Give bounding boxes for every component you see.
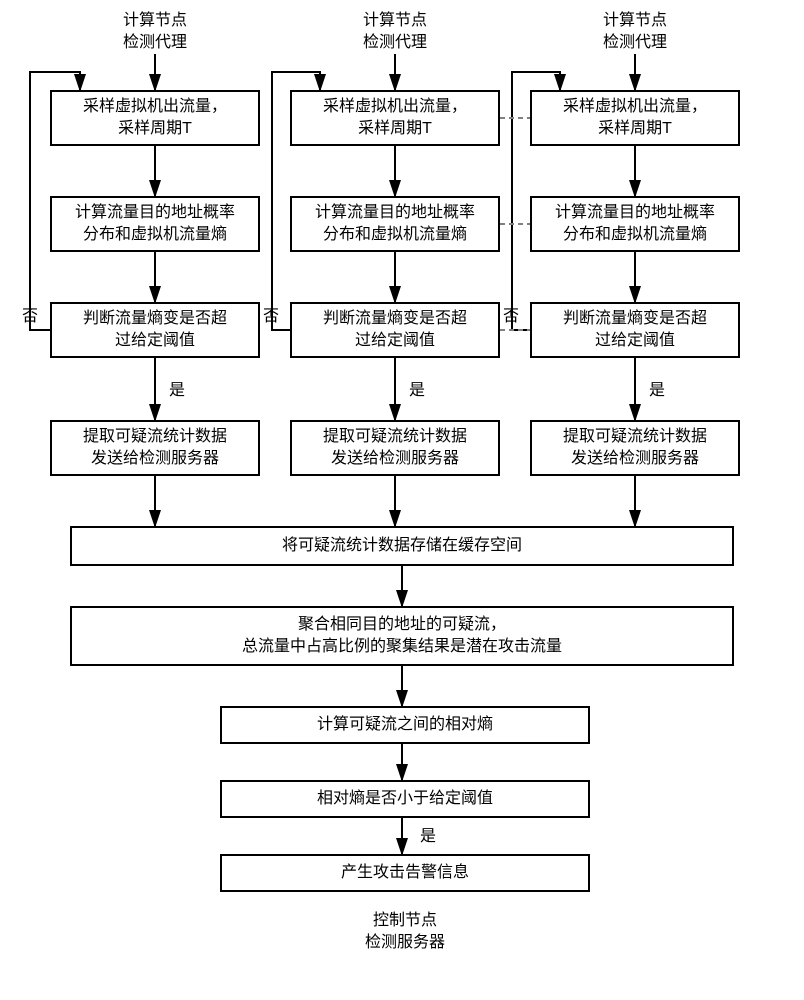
box-threshold-check: 相对熵是否小于给定阈值 [220, 780, 590, 818]
col-header-2-l2: 检测代理 [363, 34, 427, 51]
c2-b3-l1: 判断流量熵变是否超 [323, 310, 467, 327]
c2-b2-l1: 计算流量目的地址概率 [315, 204, 475, 221]
col-header-3-l2: 检测代理 [603, 34, 667, 51]
box-aggregate-l1: 聚合相同目的地址的可疑流， [298, 616, 506, 633]
c1-b4: 提取可疑流统计数据发送给检测服务器 [50, 420, 260, 476]
c1-b2-l2: 分布和虚拟机流量熵 [83, 226, 227, 243]
box-aggregate: 聚合相同目的地址的可疑流， 总流量中占高比例的聚集结果是潜在攻击流量 [70, 606, 734, 666]
box-relative-entropy: 计算可疑流之间的相对熵 [220, 706, 590, 744]
c1-b3-l1: 判断流量熵变是否超 [83, 310, 227, 327]
c2-b1: 采样虚拟机出流量， 采样周期T [290, 90, 500, 146]
c2-b4-l1: 提取可疑流统计数据 [323, 428, 467, 445]
footer-label: 控制节点 检测服务器 [300, 910, 510, 953]
c1-b4-l1: 提取可疑流统计数据 [83, 428, 227, 445]
col-header-1: 计算节点 检测代理 [50, 10, 260, 53]
col-header-2-l1: 计算节点 [363, 12, 427, 29]
footer-l2: 检测服务器 [365, 934, 445, 951]
c1-b3: 判断流量熵变是否超过给定阈值 [50, 302, 260, 358]
c3-b3-l2: 过给定阈值 [595, 332, 675, 349]
col-header-2: 计算节点 检测代理 [290, 10, 500, 53]
box-alarm: 产生攻击告警信息 [220, 854, 590, 892]
c1-b1-l2: 采样周期T [118, 120, 192, 137]
c2-b2-l2: 分布和虚拟机流量熵 [323, 226, 467, 243]
col-header-3-l1: 计算节点 [603, 12, 667, 29]
c3-b2-l2: 分布和虚拟机流量熵 [563, 226, 707, 243]
c2-b4-l2: 发送给检测服务器 [331, 450, 459, 467]
c2-b3: 判断流量熵变是否超过给定阈值 [290, 302, 500, 358]
c1-b2-l1: 计算流量目的地址概率 [75, 204, 235, 221]
c3-label-yes: 是 [642, 380, 672, 402]
c1-b3-l2: 过给定阈值 [115, 332, 195, 349]
c1-b2: 计算流量目的地址概率分布和虚拟机流量熵 [50, 196, 260, 252]
flowchart-edges [0, 0, 804, 1000]
box-threshold-check-text: 相对熵是否小于给定阈值 [317, 788, 493, 810]
c1-b4-l2: 发送给检测服务器 [91, 450, 219, 467]
c3-b4-l2: 发送给检测服务器 [571, 450, 699, 467]
c3-b4-l1: 提取可疑流统计数据 [563, 428, 707, 445]
c3-b4: 提取可疑流统计数据发送给检测服务器 [530, 420, 740, 476]
col-header-3: 计算节点 检测代理 [530, 10, 740, 53]
c2-b4: 提取可疑流统计数据发送给检测服务器 [290, 420, 500, 476]
c3-b3: 判断流量熵变是否超过给定阈值 [530, 302, 740, 358]
c3-b1-l2: 采样周期T [598, 120, 672, 137]
col-header-1-l1: 计算节点 [123, 12, 187, 29]
label-yes-final: 是 [413, 826, 443, 848]
c3-b1-l1: 采样虚拟机出流量， [563, 98, 707, 115]
c1-b1-l1: 采样虚拟机出流量， [83, 98, 227, 115]
c2-b1-l2: 采样周期T [358, 120, 432, 137]
c2-b3-l2: 过给定阈值 [355, 332, 435, 349]
c1-label-no: 否 [15, 306, 45, 328]
box-store-cache-text: 将可疑流统计数据存储在缓存空间 [282, 535, 522, 557]
c3-b2-l1: 计算流量目的地址概率 [555, 204, 715, 221]
c3-label-no: 否 [496, 306, 526, 328]
c1-b1: 采样虚拟机出流量， 采样周期T [50, 90, 260, 146]
col-header-1-l2: 检测代理 [123, 34, 187, 51]
c2-label-yes: 是 [402, 380, 432, 402]
c2-b2: 计算流量目的地址概率分布和虚拟机流量熵 [290, 196, 500, 252]
c3-b2: 计算流量目的地址概率分布和虚拟机流量熵 [530, 196, 740, 252]
c3-b1: 采样虚拟机出流量， 采样周期T [530, 90, 740, 146]
c1-label-yes: 是 [162, 380, 192, 402]
footer-l1: 控制节点 [373, 912, 437, 929]
box-relative-entropy-text: 计算可疑流之间的相对熵 [317, 714, 493, 736]
box-store-cache: 将可疑流统计数据存储在缓存空间 [70, 526, 734, 566]
c2-b1-l1: 采样虚拟机出流量， [323, 98, 467, 115]
box-alarm-text: 产生攻击告警信息 [341, 862, 469, 884]
c3-b3-l1: 判断流量熵变是否超 [563, 310, 707, 327]
c2-label-no: 否 [256, 306, 286, 328]
box-aggregate-l2: 总流量中占高比例的聚集结果是潜在攻击流量 [242, 638, 562, 655]
